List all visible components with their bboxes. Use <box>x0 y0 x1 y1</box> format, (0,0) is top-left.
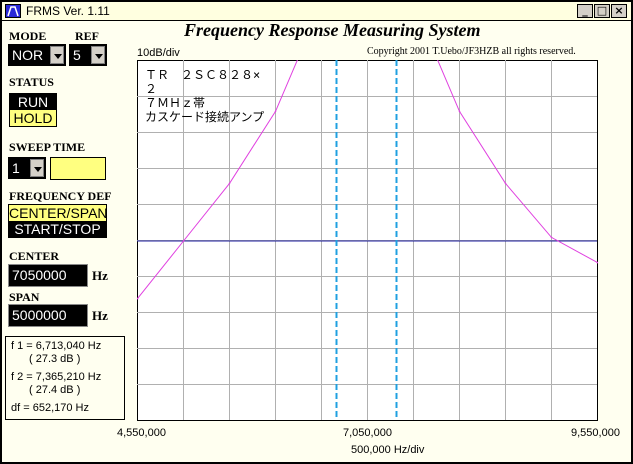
mode-label: MODE <box>9 29 47 43</box>
frequency-response-plot[interactable]: ＴＲ ２ＳＣ８２８× ２ ７ＭＨｚ帯 カスケード接続アンプ <box>137 60 598 421</box>
sweep-time-label: SWEEP TIME <box>9 140 86 154</box>
x-tick-label: 9,550,000 <box>571 427 620 439</box>
chevron-down-icon[interactable] <box>91 46 105 64</box>
start-stop-button[interactable]: START/STOP <box>9 221 106 237</box>
span-unit: Hz <box>92 308 108 323</box>
plot-note: ＴＲ ２ＳＣ８２８× ２ ７ＭＨｚ帯 カスケード接続アンプ <box>145 68 265 124</box>
trace-point <box>274 110 277 113</box>
sweep-time-value: 1 <box>12 160 20 176</box>
status-label: STATUS <box>9 75 54 89</box>
note-line: ＴＲ ２ＳＣ８２８× <box>145 68 261 82</box>
marker-results-panel: f 1 = 6,713,040 Hz ( 27.3 dB ) f 2 = 7,3… <box>5 336 125 420</box>
frequency-def-toggle: CENTER/SPAN START/STOP <box>8 204 108 238</box>
center-frequency-input[interactable]: 7050000 <box>8 264 88 287</box>
plot-grid <box>137 60 597 420</box>
trace-point <box>504 182 507 185</box>
trace-point <box>137 297 139 300</box>
mode-select-value: NOR <box>12 47 44 63</box>
window-title: FRMS Ver. 1.11 <box>26 4 110 18</box>
trace-point <box>596 261 598 264</box>
x-tick-label: 7,050,000 <box>343 427 392 439</box>
marker-lines <box>335 60 398 420</box>
run-button[interactable]: RUN <box>10 94 56 110</box>
trace-points <box>137 110 598 300</box>
mode-select[interactable]: NOR <box>8 44 66 66</box>
f2-db-readout: ( 27.4 dB ) <box>29 384 81 396</box>
minimize-button[interactable]: _ <box>577 4 593 18</box>
center-span-button[interactable]: CENTER/SPAN <box>9 205 108 221</box>
y-scale-label: 10dB/div <box>137 47 180 59</box>
df-readout: df = 652,170 Hz <box>11 402 89 414</box>
x-axis-unit: 500,000 Hz/div <box>351 444 425 456</box>
trace-point <box>550 236 553 239</box>
chevron-down-icon[interactable] <box>50 46 64 64</box>
f2-readout: f 2 = 7,365,210 Hz <box>11 371 102 383</box>
frequency-def-label: FREQUENCY DEF <box>9 189 112 203</box>
f1-readout: f 1 = 6,713,040 Hz <box>11 340 102 352</box>
sweep-time-select[interactable]: 1 <box>8 157 46 179</box>
center-unit: Hz <box>92 268 108 283</box>
x-tick-label: 4,550,000 <box>117 427 166 439</box>
title-bar: FRMS Ver. 1.11 _ □ × <box>2 2 631 21</box>
note-line: ２ <box>145 82 158 96</box>
trace-point <box>182 240 185 242</box>
chevron-down-icon[interactable] <box>30 159 44 177</box>
copyright-text: Copyright 2001 T.Uebo/JF3HZB all rights … <box>367 46 576 57</box>
close-button[interactable]: × <box>611 4 627 18</box>
status-toggle: RUN HOLD <box>9 93 57 127</box>
page-title: Frequency Response Measuring System <box>184 20 481 40</box>
hold-button[interactable]: HOLD <box>10 110 56 126</box>
span-frequency-input[interactable]: 5000000 <box>8 304 88 327</box>
trace-point <box>458 110 461 113</box>
ref-select-value: 5 <box>73 47 81 63</box>
span-label: SPAN <box>9 290 40 304</box>
note-line: ７ＭＨｚ帯 <box>145 96 206 110</box>
f1-db-readout: ( 27.3 dB ) <box>29 353 81 365</box>
maximize-button[interactable]: □ <box>594 4 610 18</box>
note-line: カスケード接続アンプ <box>145 110 265 124</box>
ref-label: REF <box>75 29 99 43</box>
center-label: CENTER <box>9 249 60 263</box>
trace-point <box>228 182 231 185</box>
sweep-indicator <box>50 157 106 180</box>
app-icon <box>5 4 21 18</box>
ref-select[interactable]: 5 <box>69 44 107 66</box>
